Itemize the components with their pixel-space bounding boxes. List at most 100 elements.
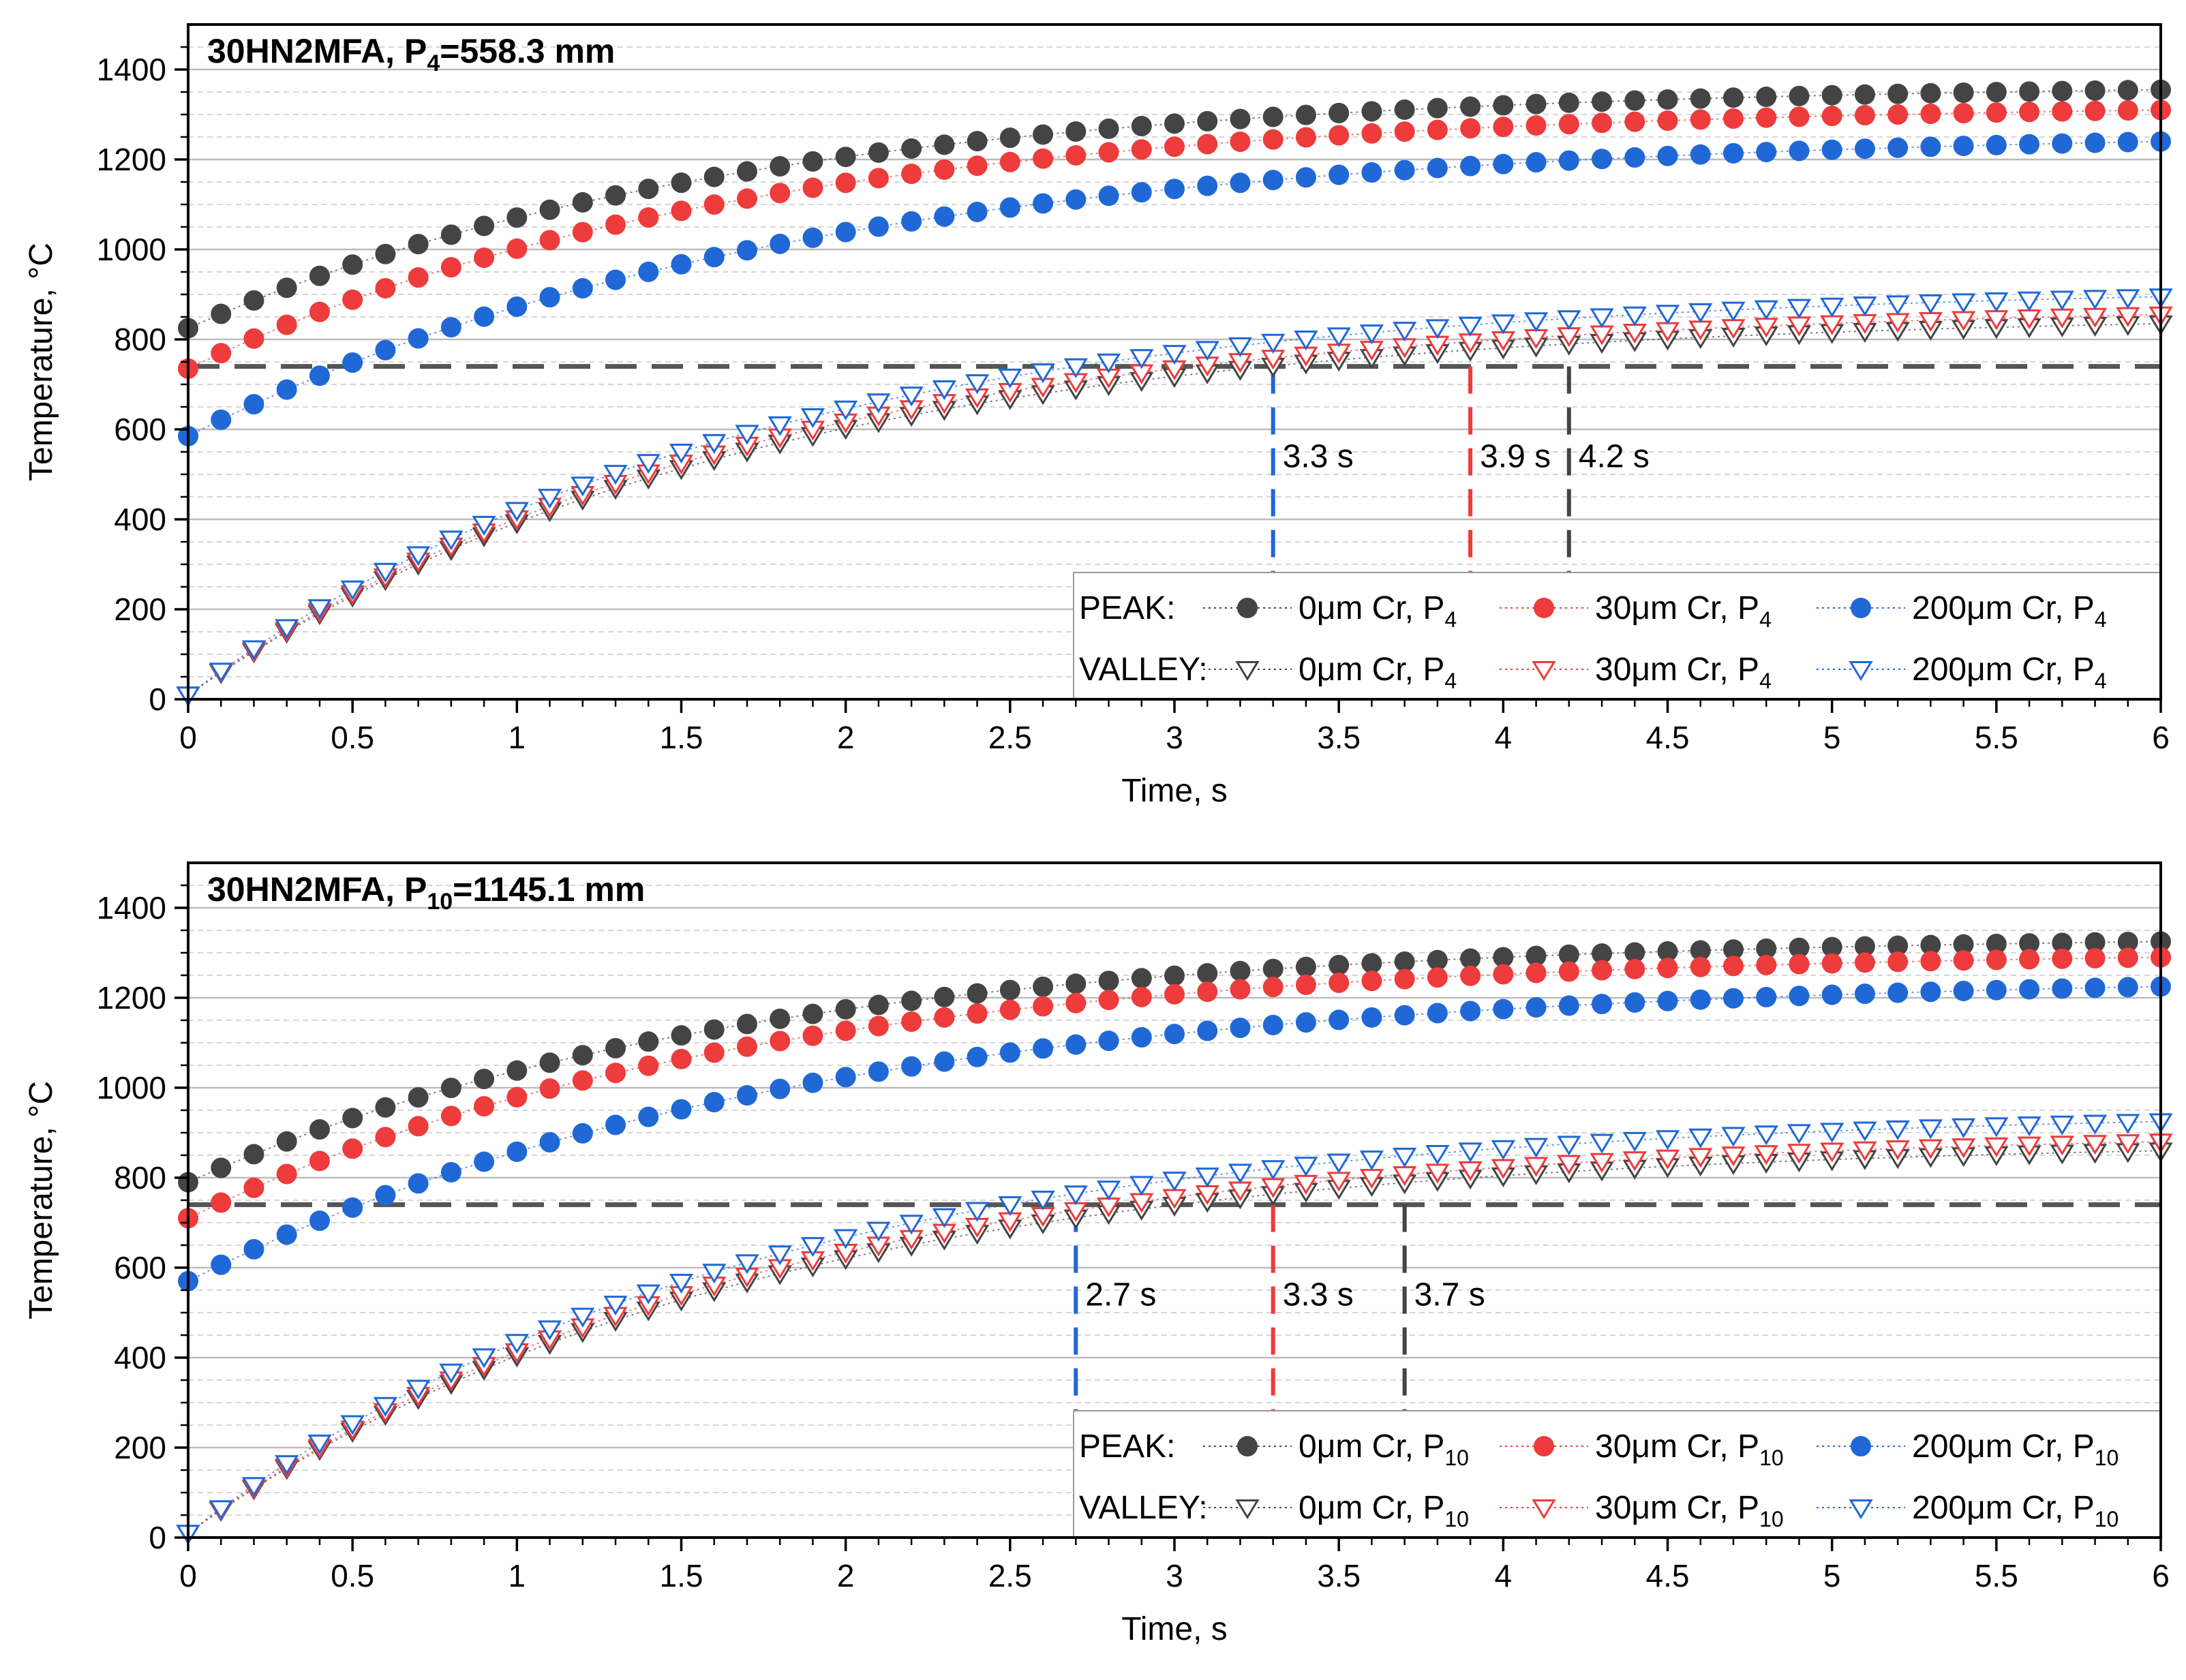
- data-point: [866, 1221, 891, 1242]
- data-point: [1361, 123, 1382, 144]
- data-point: [2052, 932, 2073, 953]
- data-point: [1953, 950, 1974, 971]
- data-point: [1557, 310, 1581, 331]
- data-point: [539, 1052, 560, 1073]
- data-point: [1951, 293, 1976, 314]
- data-point: [967, 1046, 988, 1067]
- data-point: [999, 999, 1020, 1020]
- data-point: [309, 1150, 330, 1172]
- data-point: [1688, 1128, 1713, 1148]
- crossing-label: 4.2 s: [1579, 439, 1650, 475]
- legend-entry: 200μm Cr, P4: [1912, 590, 2107, 632]
- x-tick-label: 2.5: [988, 720, 1032, 755]
- data-point: [439, 1363, 464, 1384]
- data-point: [1590, 1152, 1614, 1173]
- data-point: [834, 400, 858, 421]
- data-point: [1033, 124, 1054, 145]
- data-point: [1920, 951, 1941, 972]
- data-point: [1164, 1024, 1185, 1045]
- data-point: [1427, 97, 1448, 119]
- data-point: [1953, 82, 1974, 103]
- legend-marker: [1235, 1499, 1260, 1520]
- data-point: [342, 1197, 363, 1218]
- data-point: [572, 1045, 593, 1066]
- data-point: [1920, 103, 1941, 124]
- data-point: [1986, 102, 2007, 123]
- data-point: [1624, 147, 1645, 168]
- data-point: [967, 155, 988, 177]
- legend-entry: 30μm Cr, P4: [1595, 652, 1772, 693]
- data-point: [440, 317, 461, 338]
- data-point: [736, 240, 757, 261]
- data-point: [1590, 1133, 1614, 1154]
- y-tick-label: 0: [149, 1520, 166, 1555]
- data-point: [1887, 137, 1909, 158]
- data-point: [340, 1415, 365, 1435]
- data-point: [1063, 358, 1088, 378]
- data-point: [866, 393, 891, 414]
- data-point: [1295, 956, 1316, 977]
- data-point: [1655, 1149, 1680, 1170]
- data-point: [342, 352, 363, 373]
- data-point: [835, 147, 856, 168]
- data-point: [1690, 88, 1711, 109]
- data-point: [1986, 933, 2007, 954]
- x-tick-label: 2: [837, 720, 855, 755]
- data-point: [1754, 300, 1778, 320]
- data-point: [440, 1105, 461, 1127]
- data-point: [1460, 96, 1481, 117]
- data-point: [934, 1007, 955, 1028]
- data-point: [1491, 314, 1515, 335]
- data-point: [2019, 979, 2040, 1000]
- data-point: [1098, 971, 1119, 992]
- data-point: [1525, 93, 1547, 114]
- data-point: [1657, 145, 1678, 166]
- data-point: [472, 515, 496, 536]
- data-point: [2117, 80, 2138, 101]
- data-point: [1657, 110, 1678, 131]
- data-point: [1853, 296, 1877, 317]
- data-point: [605, 269, 626, 290]
- data-point: [1294, 1157, 1318, 1177]
- data-point: [2082, 1135, 2108, 1155]
- data-point: [2019, 81, 2040, 102]
- data-point: [2052, 80, 2073, 102]
- y-tick-label: 800: [114, 322, 166, 357]
- data-point: [1918, 1119, 1943, 1140]
- data-point: [1622, 1151, 1647, 1172]
- data-point: [1394, 1005, 1415, 1026]
- data-point: [439, 530, 464, 551]
- data-point: [901, 138, 922, 159]
- data-point: [211, 1254, 232, 1275]
- y-tick-label: 400: [114, 502, 166, 537]
- data-point: [1197, 1020, 1218, 1041]
- data-point: [932, 380, 957, 401]
- data-point: [211, 1157, 232, 1178]
- y-axis-title: Temperature, °C: [23, 1081, 59, 1319]
- data-point: [1984, 292, 2009, 313]
- data-point: [243, 1177, 264, 1198]
- data-point: [406, 546, 431, 566]
- data-point: [1722, 108, 1744, 129]
- data-point: [868, 216, 889, 237]
- data-point: [770, 1008, 791, 1029]
- data-point: [1854, 983, 1875, 1005]
- data-point: [1063, 1185, 1088, 1206]
- crossing-label: 3.3 s: [1283, 1277, 1354, 1313]
- data-point: [1460, 118, 1481, 139]
- legend-entry: 30μm Cr, P10: [1595, 1490, 1784, 1531]
- series-peak-1: [178, 931, 2171, 1193]
- data-point: [605, 185, 626, 206]
- data-point: [1624, 992, 1645, 1013]
- data-point: [1722, 988, 1744, 1009]
- x-tick-label: 3.5: [1317, 720, 1361, 755]
- data-point: [868, 1061, 889, 1082]
- data-point: [1722, 956, 1744, 977]
- data-point: [802, 1025, 823, 1046]
- data-point: [1197, 134, 1218, 155]
- data-point: [1688, 303, 1713, 324]
- legend-entry: 30μm Cr, P10: [1595, 1429, 1784, 1470]
- data-point: [2117, 132, 2138, 153]
- data-point: [1164, 113, 1185, 134]
- data-point: [408, 234, 429, 255]
